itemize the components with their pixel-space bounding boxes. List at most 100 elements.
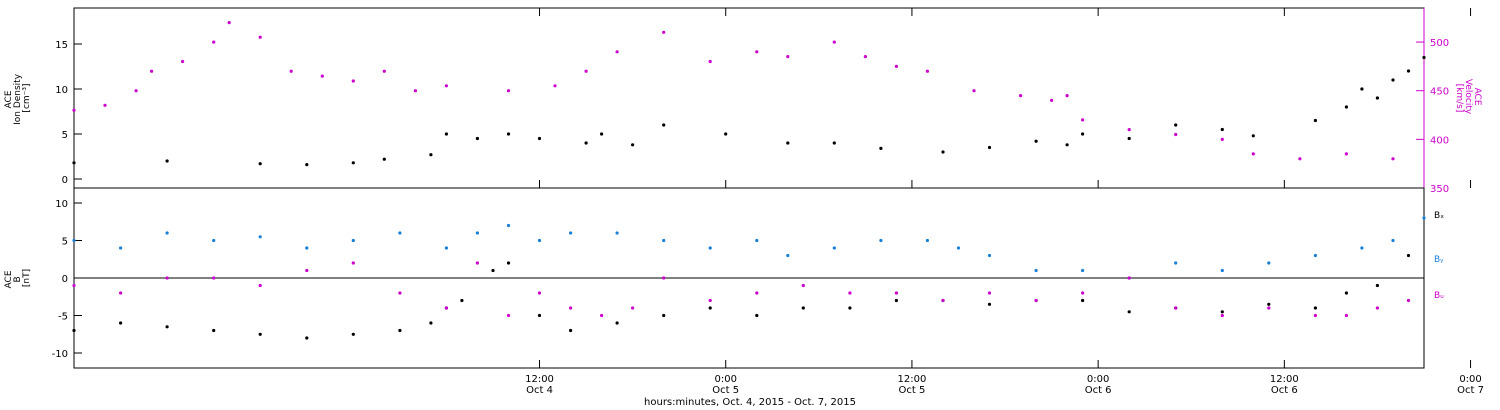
density-point (475, 136, 479, 141)
time-tick-label: 0:00 (714, 374, 736, 385)
bz-point (662, 276, 666, 280)
b-tick-label: -5 (58, 312, 68, 323)
bz-point (165, 276, 169, 280)
bz-point (537, 291, 542, 295)
velocity-point (615, 50, 619, 54)
density-point (941, 150, 945, 154)
velocity-point (1019, 94, 1023, 98)
density-tick-label: 0 (62, 175, 68, 186)
density-axis: 0 5 10 15 (55, 40, 82, 186)
velocity-point (1391, 157, 1395, 161)
density-point (631, 143, 635, 147)
bz-point (1267, 306, 1271, 310)
density-point (662, 123, 666, 127)
bz-point (1406, 298, 1411, 303)
by-point (444, 246, 448, 250)
time-tick-label: 12:00 (898, 374, 927, 385)
bx-point (894, 298, 899, 303)
velocity-point (832, 40, 836, 44)
bx-point (351, 332, 355, 336)
density-point (584, 141, 588, 145)
velocity-point (320, 74, 324, 78)
density-point (1081, 132, 1085, 136)
bz-point (72, 283, 76, 288)
by-point (119, 246, 123, 250)
date-tick-label: Oct 5 (899, 385, 926, 396)
velocity-point (1344, 152, 1348, 156)
density-point (786, 141, 790, 145)
velocity-point (584, 69, 588, 73)
bx-point (1267, 302, 1271, 306)
density-point (600, 132, 604, 136)
by-point (1391, 238, 1395, 243)
velocity-axis-title: ACE Velocity [km/s] (1454, 79, 1482, 117)
density-point (1034, 139, 1038, 143)
bz-point (1081, 291, 1085, 295)
by-point (569, 231, 573, 235)
bz-point (569, 306, 573, 310)
density-point (1344, 105, 1348, 109)
bz-point (398, 291, 402, 295)
date-tick-label: Oct 4 (526, 385, 553, 396)
bz-point (258, 283, 262, 288)
by-point (1422, 216, 1426, 220)
bx-point (1406, 253, 1411, 258)
density-point (351, 161, 355, 165)
bx-point (615, 321, 619, 325)
density-point (72, 161, 76, 165)
by-point (475, 231, 479, 235)
bz-point (708, 298, 712, 303)
velocity-tick-label: 350 (1430, 184, 1449, 195)
bz-point (119, 291, 123, 295)
by-point (165, 231, 169, 235)
b-tick-label: 5 (62, 237, 68, 248)
bz-point (1174, 306, 1178, 310)
by-point (755, 238, 759, 243)
bx-point (1081, 298, 1085, 303)
velocity-point (382, 69, 386, 73)
velocity-point (708, 59, 712, 64)
velocity-point (212, 40, 216, 44)
by-point (662, 238, 666, 243)
density-point (1391, 78, 1395, 82)
velocity-axis: 350 400 450 500 (1416, 8, 1449, 195)
by-point (1313, 253, 1317, 258)
bz-point (1220, 313, 1224, 318)
density-point (382, 157, 386, 161)
by-point (1360, 246, 1364, 250)
velocity-tick-label: 500 (1430, 38, 1449, 49)
bz-point (475, 261, 479, 265)
bx-point (987, 302, 992, 306)
by-point (72, 238, 76, 243)
bx-point (491, 268, 495, 273)
legend-bz: Bᵤ (1434, 291, 1444, 301)
velocity-point (925, 69, 930, 73)
velocity-point (181, 59, 185, 64)
velocity-point (351, 79, 355, 83)
velocity-point (72, 108, 76, 112)
velocity-point (662, 30, 666, 34)
bx-point (569, 328, 573, 333)
bx-point (708, 306, 712, 310)
density-axis-title: ACE Ion Density [cm⁻³] (4, 71, 32, 125)
plasma-panel: 0 5 10 15 350 400 450 500 ACE Ion Density [cm⁻… (4, 7, 1482, 195)
bz-point (600, 313, 604, 318)
velocity-point (506, 89, 511, 93)
density-point (987, 145, 992, 150)
bx-point (258, 332, 262, 336)
magnetic-data-points (72, 216, 1426, 340)
by-point (708, 246, 712, 250)
bx-point (429, 321, 433, 325)
bz-point (1375, 306, 1379, 310)
density-point (879, 146, 883, 150)
by-point (786, 253, 790, 258)
bz-point (801, 283, 805, 288)
bz-point (1034, 298, 1038, 303)
by-point (305, 246, 309, 250)
density-point (444, 132, 448, 136)
time-tick-label: 12:00 (525, 374, 554, 385)
legend-bx: Bₓ (1434, 211, 1444, 221)
by-point (879, 238, 883, 243)
velocity-point (972, 89, 976, 93)
